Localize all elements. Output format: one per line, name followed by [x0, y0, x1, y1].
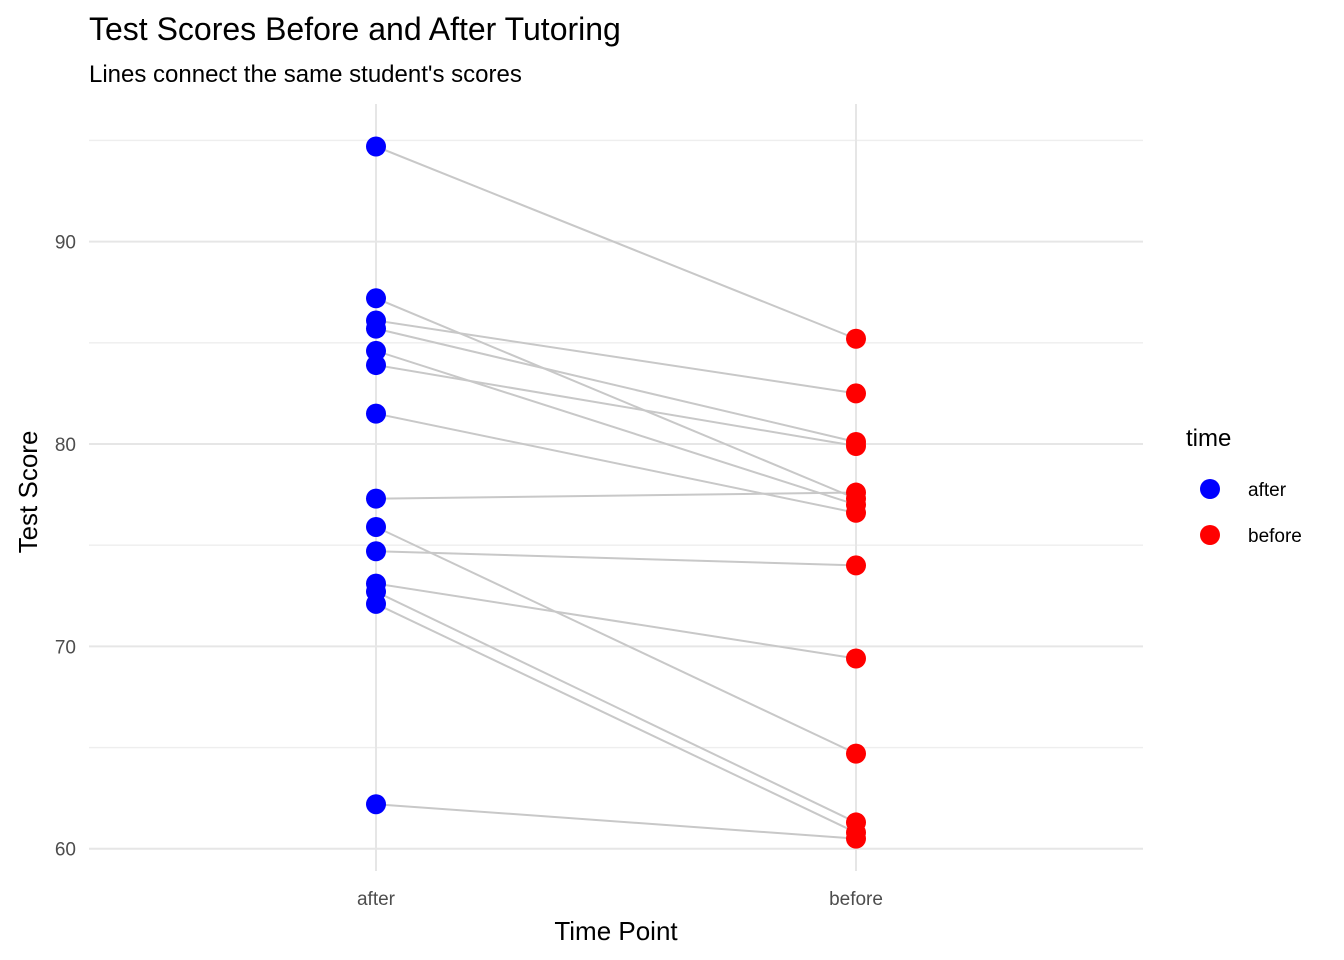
legend-label-before: before	[1248, 526, 1302, 547]
student-pair-line	[375, 412, 857, 514]
grid	[89, 104, 1143, 871]
data-point-after	[366, 136, 386, 157]
data-point-before	[846, 502, 866, 523]
data-point-before	[846, 482, 866, 503]
y-tick-label: 80	[55, 435, 76, 456]
data-points	[366, 136, 866, 849]
data-point-before	[846, 828, 866, 849]
data-point-before	[846, 648, 866, 669]
data-point-before	[846, 743, 866, 764]
legend-key-after	[1200, 479, 1220, 499]
student-pair-line	[375, 349, 857, 506]
data-point-after	[366, 541, 386, 562]
y-tick-label: 70	[55, 637, 76, 658]
student-pair-line	[375, 590, 857, 824]
chart-title: Test Scores Before and After Tutoring	[89, 11, 621, 47]
data-point-after	[366, 288, 386, 309]
data-point-after	[366, 340, 386, 361]
student-pair-line	[375, 582, 857, 660]
pair-lines	[375, 145, 857, 840]
data-point-before	[846, 383, 866, 404]
data-point-before	[846, 555, 866, 576]
student-pair-line	[375, 526, 857, 755]
student-pair-line	[375, 319, 857, 395]
legend-entries: after before	[1200, 479, 1302, 547]
student-pair-line	[375, 491, 857, 500]
legend-label-after: after	[1248, 480, 1287, 501]
y-tick-label: 60	[55, 840, 76, 861]
data-point-after	[366, 794, 386, 815]
x-axis-ticks: after before	[357, 889, 883, 910]
data-point-before	[846, 328, 866, 349]
x-tick-label: before	[829, 889, 883, 910]
data-point-after	[366, 593, 386, 614]
student-pair-line	[375, 550, 857, 567]
legend-key-before	[1200, 525, 1220, 545]
y-axis-title: Test Score	[13, 431, 43, 554]
x-tick-label: after	[357, 889, 396, 910]
student-pair-line	[375, 803, 857, 840]
data-point-before	[846, 436, 866, 457]
data-point-after	[366, 403, 386, 424]
x-axis-title: Time Point	[554, 916, 678, 946]
y-tick-label: 90	[55, 233, 76, 254]
y-axis-ticks: 60 70 80 90	[55, 233, 76, 861]
student-pair-line	[375, 327, 857, 443]
student-pair-line	[375, 145, 857, 340]
data-point-after	[366, 516, 386, 537]
data-point-after	[366, 355, 386, 376]
student-pair-line	[375, 364, 857, 447]
chart-subtitle: Lines connect the same student's scores	[89, 61, 522, 88]
legend-title: time	[1186, 425, 1231, 452]
legend: time after before	[1186, 425, 1302, 547]
data-point-after	[366, 488, 386, 509]
data-point-after	[366, 318, 386, 339]
student-pair-line	[375, 297, 857, 500]
student-pair-line	[375, 602, 857, 834]
